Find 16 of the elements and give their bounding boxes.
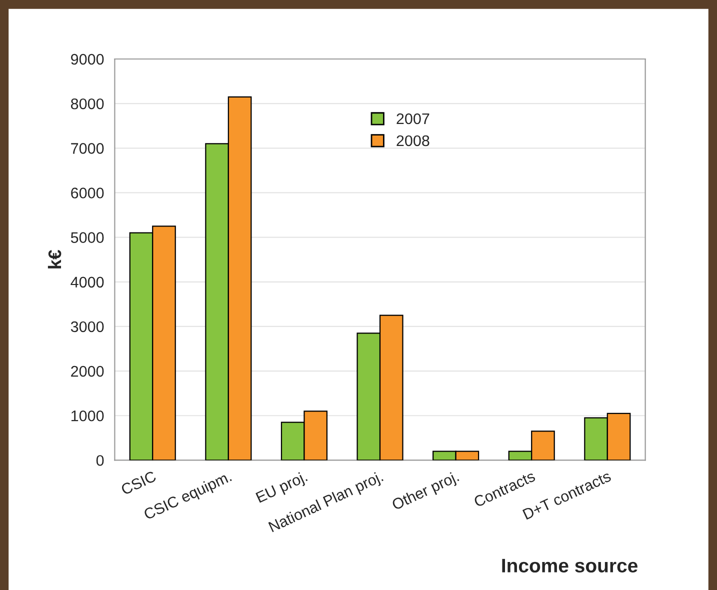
- y-tick-label: 1000: [71, 410, 104, 422]
- y-tick-label: 6000: [71, 188, 104, 198]
- y-tick-label: 5000: [70, 232, 104, 243]
- y-tick-label: 7000: [71, 143, 104, 154]
- y-tick-label: 2000: [71, 366, 104, 377]
- x-axis-title: Income source: [502, 558, 638, 572]
- y-tick-label: 8000: [70, 98, 104, 110]
- y-tick-label: 4000: [70, 276, 104, 288]
- x-tick-label: CSIC: [120, 470, 157, 496]
- x-tick-label: Other proj.: [391, 470, 461, 514]
- legend-label: 2007: [396, 113, 430, 124]
- y-tick-label: 0: [96, 455, 104, 466]
- legend-label: 2008: [396, 135, 430, 146]
- y-tick-label: 3000: [70, 321, 104, 332]
- y-tick-label: 9000: [71, 54, 104, 65]
- y-axis-title: k€: [48, 250, 62, 268]
